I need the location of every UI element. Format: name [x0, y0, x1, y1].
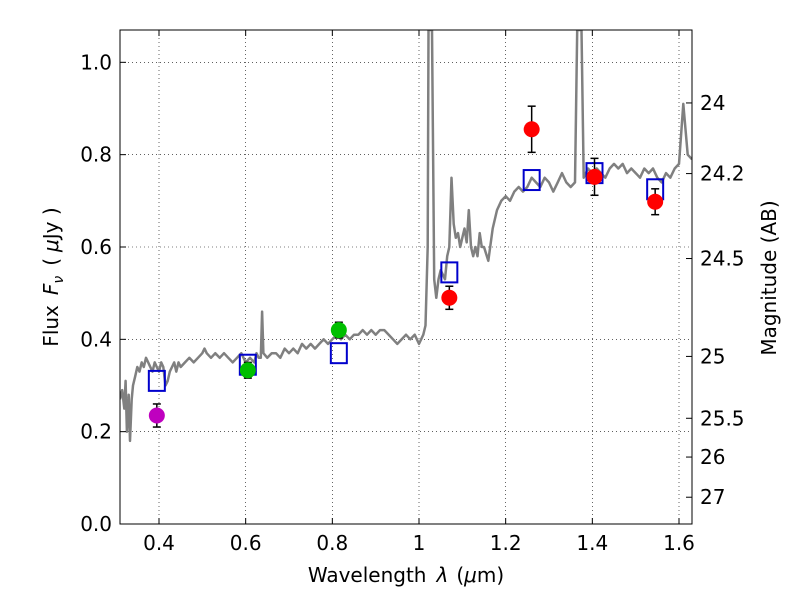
plot-frame	[119, 29, 693, 525]
model-flux-square	[440, 261, 459, 284]
observed-flux-point	[586, 168, 603, 185]
model-flux-square	[147, 369, 166, 392]
magnitude-tick-label: 24.2	[700, 162, 745, 186]
magnitude-tick-label: 25	[700, 344, 725, 368]
x-tick-label: 0.6	[230, 531, 262, 555]
x-tick-label: 1.6	[663, 531, 695, 555]
observed-flux-point	[239, 362, 256, 379]
y-tick-label: 0.8	[80, 143, 112, 167]
observed-flux-point	[330, 322, 347, 339]
observed-flux-point	[148, 407, 165, 424]
x-tick-label: 1	[413, 531, 426, 555]
magnitude-axis-ticks: 24 24.2 24.5 25 25.5 26 27	[686, 91, 745, 509]
plot-area	[120, 30, 692, 443]
magnitude-tick-label: 26	[700, 445, 725, 469]
y-tick-label: 0.2	[80, 420, 112, 444]
y-axis-ticks: 0.0 0.2 0.4 0.6 0.8 1.0	[80, 50, 126, 536]
x-tick-label: 1.4	[576, 531, 608, 555]
x-tick-label: 1.2	[490, 531, 522, 555]
y-tick-label: 0.6	[80, 235, 112, 259]
x-tick-label: 0.8	[316, 531, 348, 555]
model-flux-square	[329, 342, 348, 365]
magnitude-tick-label: 24.5	[700, 247, 745, 271]
magnitude-tick-label: 24	[700, 91, 725, 115]
x-tick-label: 0.4	[143, 531, 175, 555]
observed-flux-point	[441, 289, 458, 306]
observed-flux-point	[523, 121, 540, 138]
x-axis-label: Wavelength λ (μm)	[308, 563, 504, 587]
magnitude-axis-label: Magnitude (AB)	[757, 200, 781, 355]
y-tick-label: 1.0	[80, 50, 112, 74]
y-axis-label: FluxFν(μJy )	[39, 207, 67, 346]
model-flux-square	[522, 169, 541, 192]
x-axis-ticks: 0.4 0.6 0.8 1 1.2 1.4 1.6	[143, 30, 695, 555]
spectrum-line	[120, 30, 692, 443]
magnitude-tick-label: 27	[700, 485, 725, 509]
y-tick-label: 0.0	[80, 512, 112, 536]
y-tick-label: 0.4	[80, 327, 112, 351]
magnitude-tick-label: 25.5	[700, 406, 745, 430]
observed-flux-point	[647, 193, 664, 210]
